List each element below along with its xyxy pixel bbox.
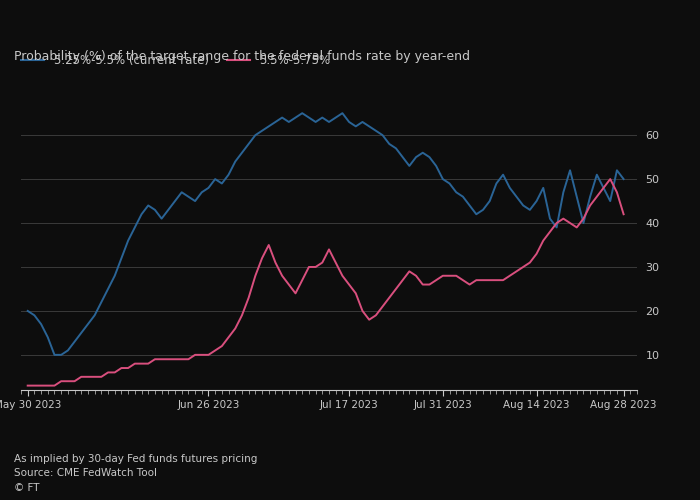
Text: © FT: © FT — [14, 483, 39, 493]
5.5%-5.75% — [533, 251, 541, 257]
Line: 5.25%-5.5% (current rate): 5.25%-5.5% (current rate) — [28, 113, 624, 355]
5.25%-5.5% (current rate) — [111, 273, 119, 279]
5.5%-5.75% — [593, 194, 601, 200]
5.5%-5.75% — [439, 273, 447, 279]
5.25%-5.5% (current rate) — [546, 216, 554, 222]
5.5%-5.75% — [620, 211, 628, 217]
5.25%-5.5% (current rate) — [452, 190, 461, 196]
5.5%-5.75% — [606, 176, 615, 182]
Text: Probability (%) of the target range for the federal funds rate by year-end: Probability (%) of the target range for … — [14, 50, 470, 63]
5.25%-5.5% (current rate) — [50, 352, 59, 358]
5.5%-5.75% — [104, 370, 112, 376]
Line: 5.5%-5.75%: 5.5%-5.75% — [28, 179, 624, 386]
Text: Source: CME FedWatch Tool: Source: CME FedWatch Tool — [14, 468, 157, 478]
Legend: 5.25%-5.5% (current rate), 5.5%-5.75%: 5.25%-5.5% (current rate), 5.5%-5.75% — [21, 54, 330, 66]
5.25%-5.5% (current rate) — [211, 176, 219, 182]
5.25%-5.5% (current rate) — [24, 308, 32, 314]
5.5%-5.75% — [24, 382, 32, 388]
Text: As implied by 30-day Fed funds futures pricing: As implied by 30-day Fed funds futures p… — [14, 454, 258, 464]
5.5%-5.75% — [204, 352, 213, 358]
5.25%-5.5% (current rate) — [298, 110, 307, 116]
5.25%-5.5% (current rate) — [620, 176, 628, 182]
5.25%-5.5% (current rate) — [533, 198, 541, 204]
5.5%-5.75% — [519, 264, 527, 270]
5.25%-5.5% (current rate) — [606, 198, 615, 204]
